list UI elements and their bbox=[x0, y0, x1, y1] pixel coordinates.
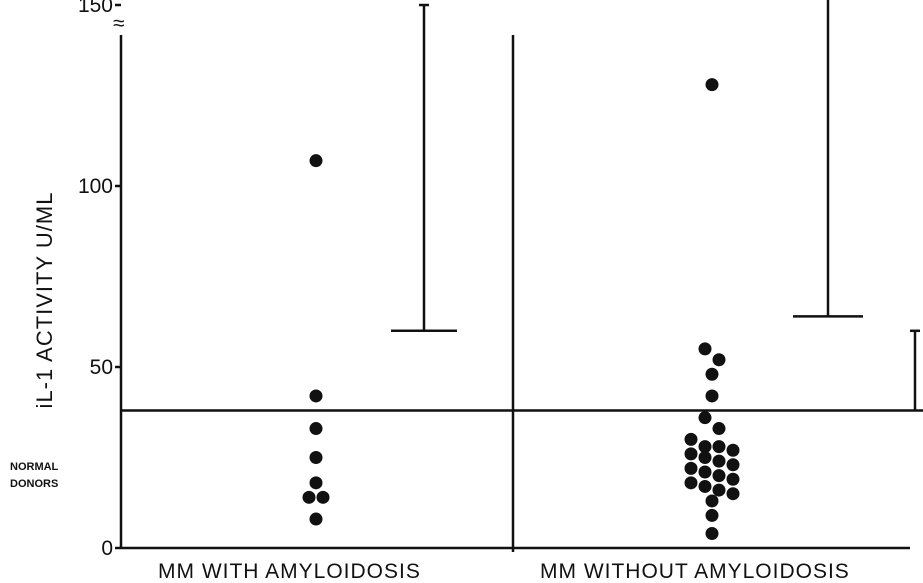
group1-point bbox=[309, 476, 323, 490]
group2-point bbox=[684, 461, 698, 475]
axes: ≈ bbox=[113, 12, 910, 552]
y-tick-label: 50 bbox=[90, 356, 113, 379]
error-bars bbox=[391, 0, 920, 411]
y-tick-label: 0 bbox=[101, 537, 113, 560]
data-points bbox=[302, 78, 740, 541]
group1-point bbox=[316, 490, 330, 504]
group2-point bbox=[726, 458, 740, 472]
group2-point bbox=[705, 494, 719, 508]
normal-donors-label: NORMAL bbox=[10, 461, 59, 473]
group2-point bbox=[726, 472, 740, 486]
group2-point bbox=[698, 479, 712, 493]
group2-point bbox=[712, 454, 726, 468]
group2-point bbox=[705, 508, 719, 522]
y-tick-label: 100 bbox=[78, 175, 113, 198]
y-tick-label: 150 bbox=[78, 0, 113, 17]
group2-point bbox=[712, 469, 726, 483]
reference-line-group: NORMAL DONORS bbox=[10, 409, 923, 490]
group2-point bbox=[698, 451, 712, 464]
group2-point bbox=[698, 411, 712, 425]
y-ticks: 050100150200300 bbox=[78, 0, 121, 560]
group2-point bbox=[705, 367, 719, 381]
labels: iL-1 ACTIVITY U/ML MM WITH AMYLOIDOSIS MM … bbox=[32, 192, 850, 583]
normal-donors-label: DONORS bbox=[10, 478, 58, 490]
group2-point bbox=[726, 443, 740, 457]
group1-point bbox=[309, 451, 323, 464]
group2-point bbox=[712, 440, 726, 454]
group1-point bbox=[309, 389, 323, 403]
group1-point bbox=[309, 154, 323, 168]
group2-point bbox=[726, 487, 740, 501]
group2-point bbox=[705, 389, 719, 403]
y-axis-label: iL-1 ACTIVITY U/ML bbox=[32, 192, 57, 409]
group2-point bbox=[705, 78, 719, 92]
group2-point bbox=[698, 465, 712, 479]
y-axis-break: ≈ bbox=[113, 12, 125, 35]
group2-point bbox=[684, 447, 698, 461]
group1-label: MM WITH AMYLOIDOSIS bbox=[158, 560, 421, 583]
group2-label: MM WITHOUT AMYLOIDOSIS bbox=[540, 560, 850, 583]
group1-point bbox=[309, 422, 323, 436]
group2-point bbox=[698, 342, 712, 356]
group2-point bbox=[684, 476, 698, 490]
group1-point bbox=[302, 490, 316, 504]
group2-point bbox=[698, 440, 712, 454]
group2-point bbox=[684, 432, 698, 446]
group2-point bbox=[705, 527, 719, 541]
group1-point bbox=[309, 512, 323, 526]
group2-point bbox=[712, 422, 726, 436]
group2-point bbox=[712, 353, 726, 367]
group2-point bbox=[712, 483, 726, 497]
